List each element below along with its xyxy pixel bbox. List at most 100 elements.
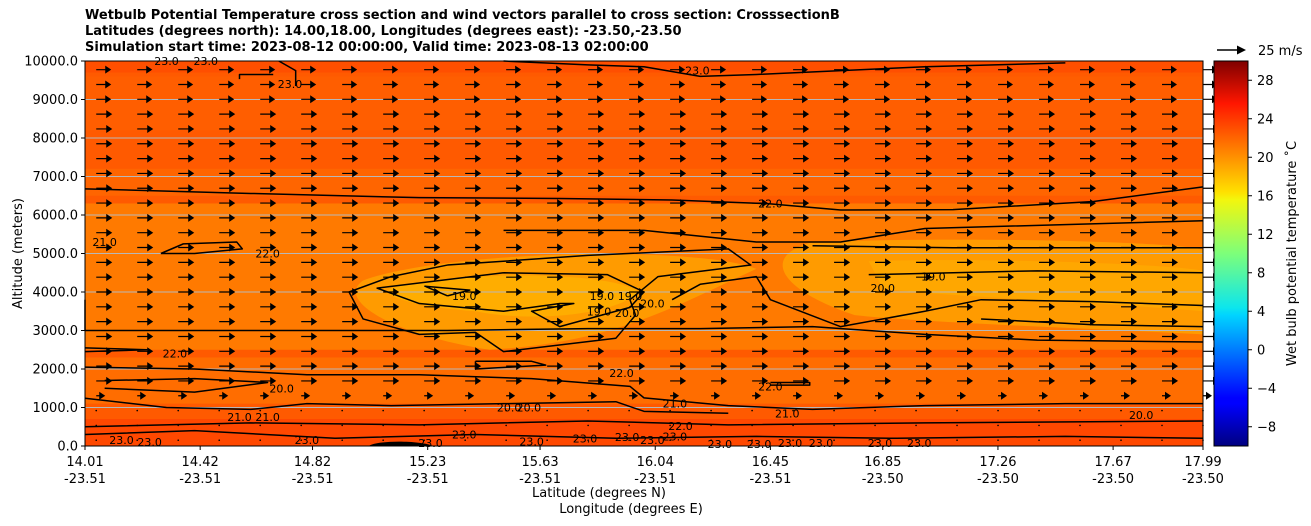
wind-vector [465,213,482,222]
wind-vector [793,288,810,296]
wind-vector [587,409,589,412]
wind-vector [711,362,728,371]
wind-vector [1080,110,1097,119]
wind-vector [793,139,810,148]
wind-vector [711,110,728,119]
wind-vector [998,154,1015,163]
wind-vector [464,409,466,412]
chart-title-line-1: Wetbulb Potential Temperature cross sect… [85,8,840,23]
wind-vector [260,65,276,74]
wind-vector [670,95,686,104]
wind-vector [1039,124,1056,133]
wind-vector [137,362,154,371]
wind-vector [629,347,646,356]
y-tick-label: 7000.0 [33,170,79,185]
wind-vector [219,169,236,178]
wind-vector [875,184,892,193]
x-tick-label-lat: 14.42 [182,455,219,470]
wind-vector [793,391,803,400]
wind-vector [1080,258,1097,267]
wind-vector [793,317,810,326]
wind-vector [916,347,933,356]
wind-vector [301,273,318,282]
wind-vector [669,424,671,427]
wind-vector [424,302,441,311]
wind-vector [95,409,98,412]
wind-vector [1162,65,1178,74]
x-tick-label-lon: -23.50 [977,472,1019,487]
wind-vector [588,243,605,252]
wind-vector [587,424,589,427]
wind-vector [752,199,769,208]
wind-vector [916,199,933,208]
wind-vector [998,288,1015,296]
wind-vector [96,213,113,222]
wind-vector [383,65,399,74]
wind-vector [506,288,523,296]
x-tick-label-lon: -23.50 [1092,472,1134,487]
wind-vector [629,184,646,193]
wind-vector [301,213,318,222]
wind-vector [834,332,851,341]
wind-vector [465,317,482,326]
wind-vector [178,80,194,89]
contour-line-20 [503,220,1204,243]
wind-vector [833,409,835,412]
wind-vector [424,199,441,208]
wind-vector [178,273,195,282]
wind-vector [505,439,507,442]
contour-line-22 [84,420,1204,428]
contour-label: 23.0 [295,434,320,447]
x-tick-label-lon: -23.51 [634,472,676,487]
wind-vector [588,228,605,237]
wind-vector [834,65,850,74]
wind-vector [711,124,728,133]
wind-vector [506,362,523,371]
contour-line-20 [812,245,1203,249]
wind-vector [588,95,604,104]
wind-vector [670,154,687,163]
wind-vector [342,154,359,163]
wind-vector [506,302,523,311]
wind-vector [998,273,1015,282]
contour-label: 20.0 [269,382,294,395]
wind-vector [752,124,769,133]
wind-vector [874,439,876,442]
wind-vector [546,439,548,442]
wind-vector [342,184,359,193]
wind-vector [96,169,113,178]
wind-vector [178,199,195,208]
wind-vector [1080,391,1090,400]
wind-vector [178,258,195,267]
wind-vector [342,273,359,282]
contour-label: 23.0 [573,432,598,445]
wind-vector [587,439,589,442]
wind-vector [916,243,933,252]
contour-label: 23.0 [109,434,134,447]
contour-label: 23.0 [137,436,162,449]
wind-vector [588,124,605,133]
wind-vector [1162,199,1179,208]
wind-vector [1039,362,1056,371]
wind-vector [998,317,1015,326]
wind-vector [670,65,686,74]
wind-vector [260,391,270,400]
wind-vector [915,409,917,412]
x-tick-label-lon: -23.51 [749,472,791,487]
wind-vector [136,409,139,412]
wind-vector [383,154,400,163]
contour-label: 21.0 [255,411,280,424]
wind-vector [875,80,891,89]
wind-vector [383,317,400,326]
wind-vector [957,332,974,341]
wind-vector [505,409,507,412]
wind-vector [629,199,646,208]
wind-vector [1121,243,1138,252]
wind-vector [383,110,400,119]
wind-vector [1162,376,1179,385]
wind-vector [752,347,769,356]
wind-vector [956,424,958,427]
wind-vector [1038,409,1040,412]
wind-vector [260,332,277,341]
chart-title-line-3: Simulation start time: 2023-08-12 00:00:… [85,40,649,55]
